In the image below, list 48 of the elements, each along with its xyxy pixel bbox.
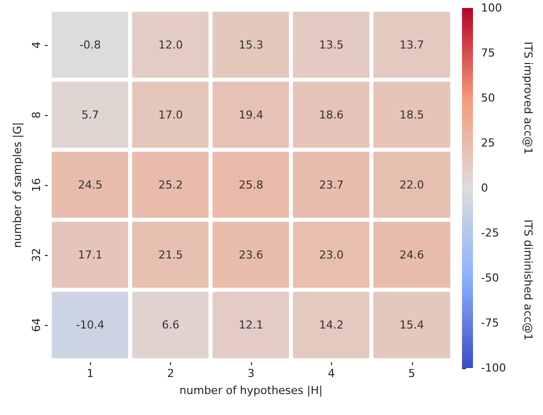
data-label: 23.7 bbox=[319, 178, 344, 192]
data-label: 5.7 bbox=[81, 108, 99, 122]
data-label: 22.0 bbox=[400, 178, 424, 192]
y-tick-label: 16 bbox=[30, 178, 43, 192]
data-label: 24.5 bbox=[78, 178, 102, 192]
data-label: 23.0 bbox=[319, 248, 344, 262]
data-label: 6.6 bbox=[162, 318, 180, 332]
data-label: 18.6 bbox=[319, 108, 344, 122]
y-tick-label: 32 bbox=[30, 248, 43, 262]
x-tick-label: 1 bbox=[86, 367, 94, 380]
data-label: 14.2 bbox=[319, 318, 344, 332]
data-label: 25.8 bbox=[238, 178, 264, 192]
color-bar-label: 75 bbox=[481, 46, 495, 60]
color-bar-label: 50 bbox=[481, 92, 495, 104]
color-bar-label: 25 bbox=[481, 136, 495, 150]
data-label: 24.6 bbox=[400, 248, 424, 262]
data-label: 12.1 bbox=[238, 318, 264, 332]
x-axis-title: number of hypotheses |H| bbox=[179, 384, 323, 397]
y-axis-title: number of samples |G| bbox=[11, 122, 24, 248]
color-bar-label: -25 bbox=[481, 226, 499, 240]
data-label: 18.5 bbox=[400, 108, 424, 122]
data-label: -10.4 bbox=[76, 318, 104, 332]
color-bar-title: ITS improved acc@1 bbox=[522, 42, 534, 154]
data-label: 19.4 bbox=[238, 108, 264, 122]
y-tick-label: 8 bbox=[30, 112, 43, 118]
x-tick-label: 5 bbox=[408, 367, 416, 380]
y-tick-label: 64 bbox=[30, 318, 43, 332]
color-bar-label: -100 bbox=[481, 362, 506, 374]
y-tick-label: 4 bbox=[30, 42, 43, 48]
data-label: 25.2 bbox=[158, 178, 183, 192]
color-bar-label: -75 bbox=[481, 316, 499, 330]
data-label: 13.5 bbox=[319, 38, 344, 52]
data-label: 21.5 bbox=[158, 248, 183, 262]
data-label: 12.0 bbox=[158, 38, 183, 52]
data-label: 23.6 bbox=[238, 248, 264, 262]
x-tick-label: 3 bbox=[248, 367, 254, 380]
text: ITS diminished acc@1 bbox=[522, 219, 534, 341]
color-bar-label: 100 bbox=[481, 2, 502, 14]
x-tick-label: 4 bbox=[328, 367, 335, 380]
data-label: 17.1 bbox=[78, 248, 102, 262]
data-label: 15.3 bbox=[238, 38, 264, 52]
color-bar-label: 0 bbox=[481, 182, 488, 194]
data-label: 15.4 bbox=[400, 318, 424, 332]
color-bar-label: -50 bbox=[481, 272, 499, 284]
x-tick-label: 2 bbox=[167, 367, 174, 380]
data-label: 13.7 bbox=[400, 38, 424, 52]
data-label: 17.0 bbox=[158, 108, 183, 122]
data-label: -0.8 bbox=[79, 38, 101, 52]
